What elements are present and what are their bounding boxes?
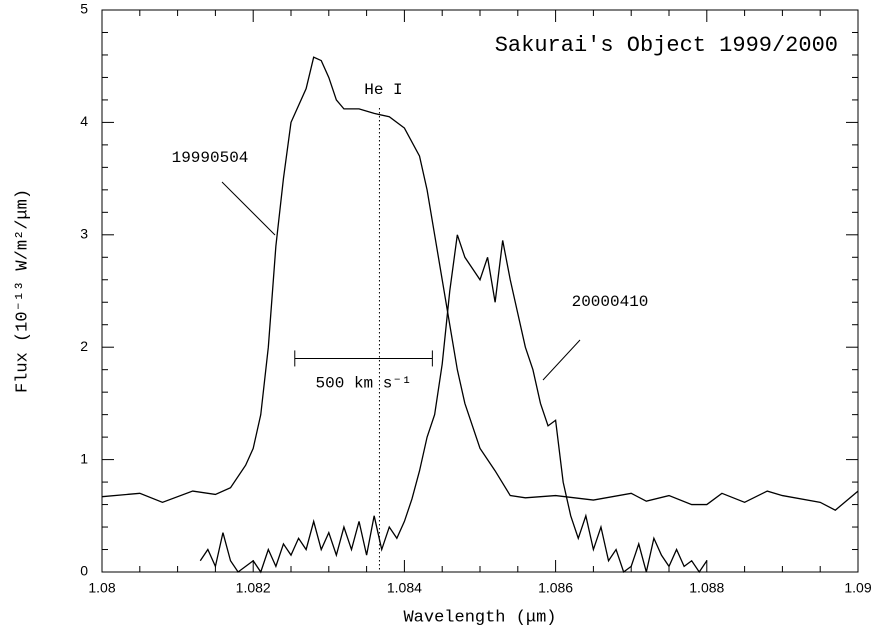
x-tick-label: 1.086 bbox=[538, 580, 573, 596]
he-label: He I bbox=[364, 81, 402, 99]
y-tick-label: 1 bbox=[80, 450, 88, 466]
plot-frame bbox=[101, 9, 859, 573]
series-label: 19990504 bbox=[172, 149, 249, 167]
x-tick-label: 1.082 bbox=[236, 580, 271, 596]
y-tick-label: 4 bbox=[80, 113, 88, 129]
spectrum-line bbox=[199, 234, 708, 574]
y-tick-label: 5 bbox=[80, 1, 88, 17]
y-tick-label: 0 bbox=[80, 563, 88, 579]
y-axis-label: Flux (10⁻¹³ W/m²/μm) bbox=[13, 189, 32, 393]
x-axis-label: Wavelength (μm) bbox=[403, 608, 556, 627]
x-tick-label: 1.08 bbox=[88, 580, 115, 596]
x-tick-label: 1.084 bbox=[387, 580, 422, 596]
series-label: 20000410 bbox=[572, 293, 649, 311]
spectrum-line bbox=[101, 56, 859, 511]
scale-bar-label: 500 km s⁻¹ bbox=[316, 375, 412, 393]
chart-title: Sakurai's Object 1999/2000 bbox=[495, 33, 838, 58]
x-tick-label: 1.088 bbox=[689, 580, 724, 596]
series-label-leader bbox=[542, 339, 581, 381]
series-label-leader bbox=[221, 181, 276, 236]
y-tick-label: 2 bbox=[80, 338, 88, 354]
x-tick-label: 1.09 bbox=[844, 580, 871, 596]
y-tick-label: 3 bbox=[80, 226, 88, 242]
